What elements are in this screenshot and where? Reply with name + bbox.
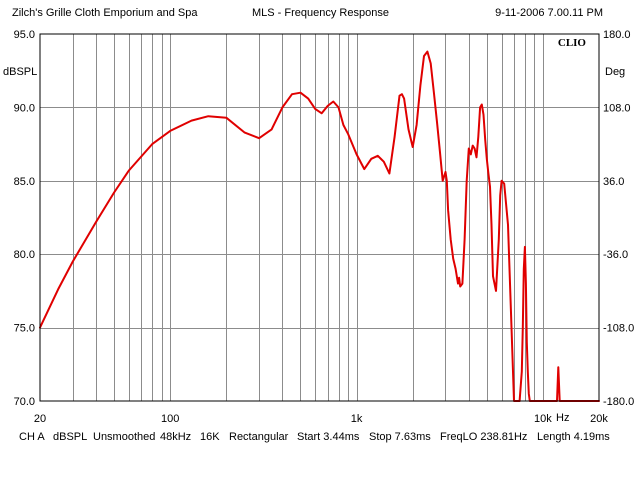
y-tick-label: 95.0 [14,29,35,41]
footer-start: Start 3.44ms [297,431,360,443]
y-axis-label: dBSPL [3,66,38,78]
plot-frame [39,33,600,402]
footer-stop: Stop 7.63ms [369,431,431,443]
clio-brand-label: CLIO [558,37,587,49]
y-tick-label: 75.0 [14,323,35,335]
y2-tick-label: 36.0 [603,176,624,188]
chart-grid [40,34,599,401]
y2-tick-label: 108.0 [603,102,631,114]
y-tick-label: 85.0 [14,176,35,188]
footer-smoothing: Unsmoothed [93,431,156,443]
header-right: 9-11-2006 7.00.11 PM [495,7,603,19]
x-tick-label: 20k [590,413,608,425]
y2-tick-label: -180.0 [603,396,634,408]
header-left: Zilch's Grille Cloth Emporium and Spa [12,7,198,19]
footer-length: Length 4.19ms [537,431,610,443]
y-tick-label: 70.0 [14,396,35,408]
y-tick-label: 80.0 [14,249,35,261]
x-unit-label: Hz [556,412,570,424]
x-tick-label: 100 [161,413,179,425]
y2-tick-label: -108.0 [603,323,634,335]
header-center: MLS - Frequency Response [252,7,389,19]
response-curve [39,50,600,402]
x-tick-label: 20 [34,413,46,425]
footer-window: Rectangular [229,431,289,443]
y2-tick-label: 180.0 [603,29,631,41]
footer-size: 16K [200,431,220,443]
y2-axis-label: Deg [605,66,626,78]
footer-unit: dBSPL [53,431,88,443]
footer-freqlo: FreqLO 238.81Hz [440,431,528,443]
x-tick-label: 1k [351,413,363,425]
y-tick-label: 90.0 [14,102,35,114]
footer-rate: 48kHz [160,431,192,443]
y2-tick-label: -36.0 [603,249,628,261]
chart-tick-labels: 95.0 90.0 85.0 80.0 75.0 70.0 180.0 108.0 36.0 -3… [14,29,635,425]
footer-channel: CH A [19,431,45,443]
x-tick-label: 10k [534,413,552,425]
